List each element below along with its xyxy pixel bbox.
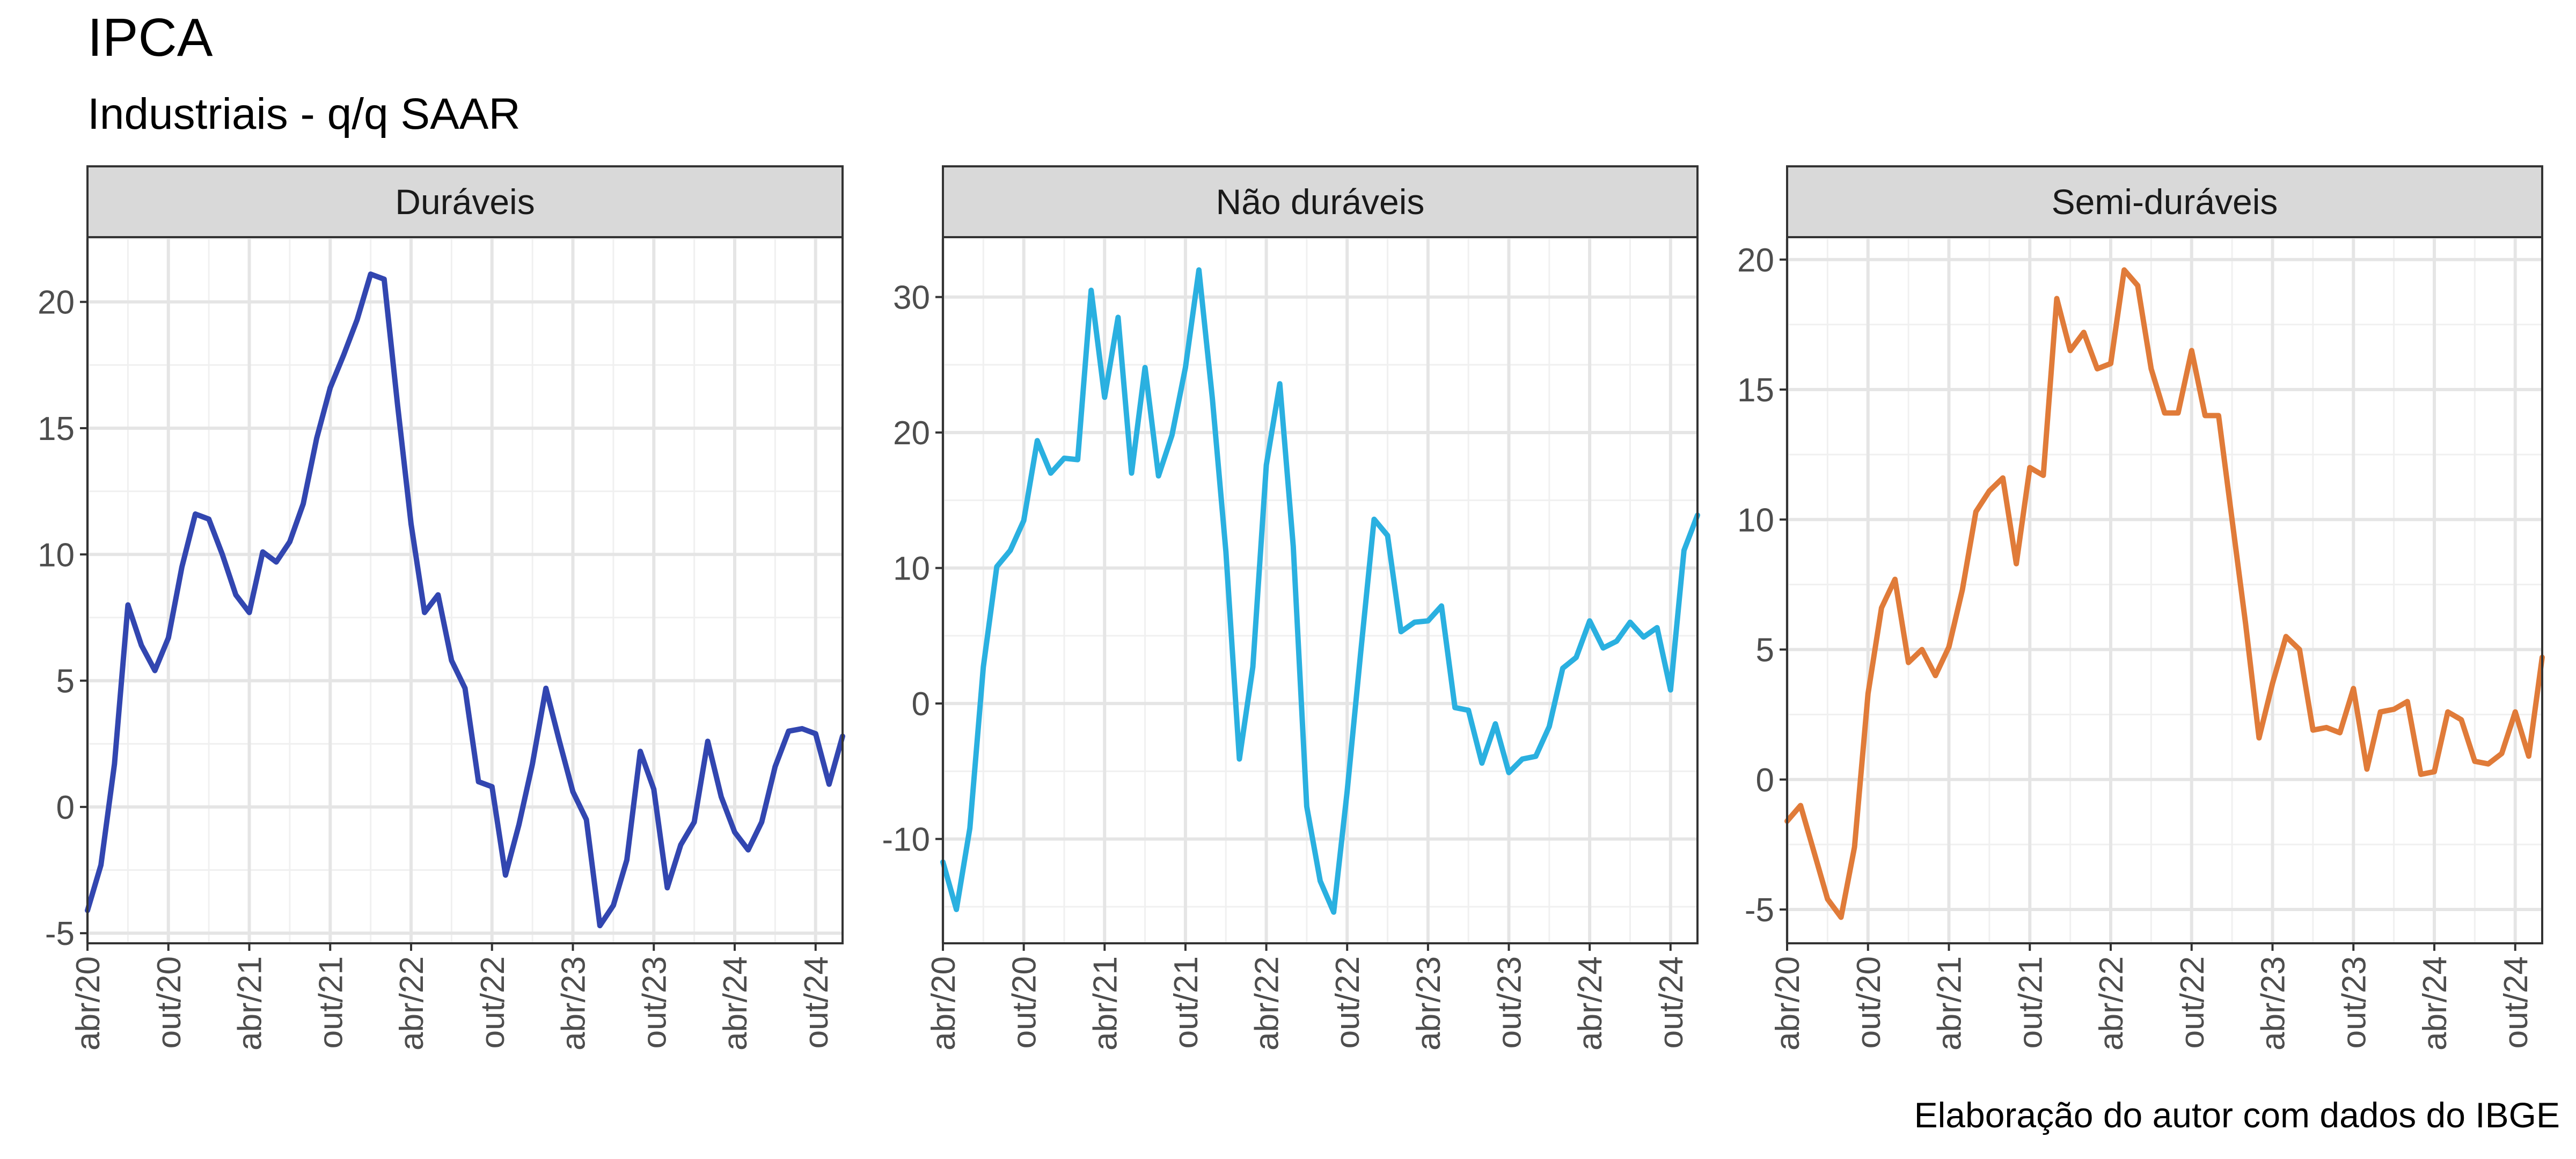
x-tick-label: out/24	[798, 956, 835, 1048]
facet-strip	[86, 165, 844, 238]
x-tick-label: abr/22	[1249, 956, 1286, 1051]
x-tick-label: out/21	[312, 956, 349, 1048]
x-tick-label: out/23	[1491, 956, 1528, 1048]
x-tick-label: out/21	[1168, 956, 1205, 1048]
facet-strip-label: Não duráveis	[1216, 182, 1425, 222]
x-tick-label: abr/24	[1572, 956, 1609, 1051]
y-tick-label: -10	[882, 821, 930, 859]
facet-strip-label: Semi-duráveis	[2052, 182, 2278, 222]
y-tick-label: 5	[1756, 632, 1774, 669]
x-tick-label: out/22	[2174, 956, 2211, 1048]
x-tick-label: out/20	[1850, 956, 1887, 1048]
x-tick-label: abr/23	[1410, 956, 1447, 1051]
panel-duraveis: Duráveis -5 0 5 10 15 20 abr/20 out/20 abr/21 out/…	[38, 165, 845, 1051]
chart-caption: Elaboração do autor com dados do IBGE	[1914, 1095, 2560, 1135]
facet-strip	[942, 165, 1699, 238]
y-tick-label: -5	[1745, 892, 1774, 929]
x-tick-label: abr/20	[1769, 956, 1806, 1051]
x-tick-label: out/22	[474, 956, 511, 1048]
plot-area	[1787, 239, 2542, 943]
y-tick-label: -5	[45, 915, 75, 952]
x-tick-label: abr/24	[2417, 956, 2454, 1051]
y-tick-label: 0	[1756, 762, 1774, 799]
y-tick-label: 10	[1737, 502, 1774, 539]
x-tick-label: out/20	[151, 956, 188, 1048]
series-line-duraveis	[85, 271, 845, 929]
panel-nao-duraveis: Não duráveis -10 0 10 20 30 abr/20 out/20 abr/21…	[882, 165, 1700, 1051]
y-tick-label: 20	[1737, 242, 1774, 279]
x-tick-label: out/23	[636, 956, 673, 1048]
facet-strip-label: Duráveis	[395, 182, 535, 222]
plot-area	[87, 239, 843, 943]
x-tick-label: out/23	[2336, 956, 2373, 1048]
y-tick-label: 15	[1737, 372, 1774, 409]
y-tick-label: 15	[38, 410, 75, 448]
x-tick-label: abr/20	[925, 956, 962, 1051]
chart-subtitle: Industriais - q/q SAAR	[87, 90, 521, 138]
chart-title: IPCA	[87, 8, 213, 68]
x-tick-label: abr/22	[2093, 956, 2130, 1051]
x-tick-label: out/24	[2498, 956, 2535, 1048]
facet-strip	[1786, 165, 2543, 238]
x-tick-label: abr/22	[393, 956, 430, 1051]
y-tick-label: 30	[893, 280, 930, 317]
x-tick-label: out/22	[1329, 956, 1366, 1048]
series-line-semi-duraveis	[1784, 267, 2545, 920]
y-tick-label: 0	[912, 686, 930, 723]
plot-area	[943, 239, 1697, 943]
y-tick-label: 5	[56, 663, 75, 700]
y-tick-label: 10	[893, 551, 930, 588]
x-tick-label: out/21	[2012, 956, 2049, 1048]
x-tick-label: abr/21	[232, 956, 269, 1051]
x-tick-label: abr/20	[70, 956, 107, 1051]
x-tick-label: abr/23	[2255, 956, 2292, 1051]
x-tick-label: abr/23	[555, 956, 592, 1051]
x-tick-label: abr/21	[1087, 956, 1124, 1051]
x-tick-label: abr/21	[1931, 956, 1968, 1051]
x-tick-label: out/20	[1006, 956, 1043, 1048]
series-line-nao-duraveis	[940, 267, 1700, 915]
y-tick-label: 20	[38, 284, 75, 321]
y-tick-label: 20	[893, 415, 930, 452]
panel-semi-duraveis: Semi-duráveis -5 0 5 10 15 20 abr/20 out/20 abr/2…	[1737, 165, 2545, 1051]
x-tick-label: abr/24	[717, 956, 754, 1051]
x-tick-label: out/24	[1653, 956, 1690, 1048]
y-tick-label: 10	[38, 537, 75, 574]
y-tick-label: 0	[56, 789, 75, 826]
